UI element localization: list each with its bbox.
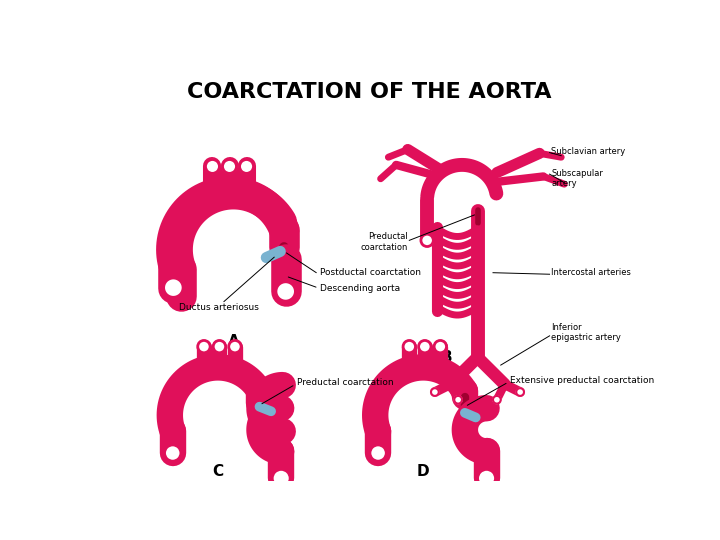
Text: COARCTATION OF THE AORTA: COARCTATION OF THE AORTA (186, 82, 552, 102)
Circle shape (240, 159, 253, 173)
Circle shape (276, 281, 296, 301)
Circle shape (205, 159, 220, 173)
Circle shape (213, 340, 225, 353)
Circle shape (421, 234, 433, 247)
Circle shape (493, 396, 500, 403)
Circle shape (516, 388, 524, 396)
Text: B: B (441, 350, 452, 365)
Circle shape (164, 444, 181, 462)
Text: Preductal
coarctation: Preductal coarctation (361, 232, 408, 252)
Text: C: C (212, 464, 223, 479)
Circle shape (403, 340, 415, 353)
Text: Intercostal arteries: Intercostal arteries (551, 268, 631, 277)
Circle shape (477, 469, 496, 488)
Text: Extensive preductal coarctation: Extensive preductal coarctation (510, 376, 654, 385)
Circle shape (454, 396, 462, 403)
Circle shape (431, 388, 438, 396)
Circle shape (163, 278, 184, 298)
Circle shape (222, 159, 236, 173)
Circle shape (198, 340, 210, 353)
Text: Postductal coarctation: Postductal coarctation (320, 268, 421, 277)
Circle shape (434, 340, 446, 353)
Text: Subclavian artery: Subclavian artery (551, 146, 626, 156)
Circle shape (369, 444, 387, 462)
Circle shape (272, 469, 290, 488)
Text: Descending aorta: Descending aorta (320, 284, 400, 293)
Text: A: A (228, 334, 239, 349)
Text: Preductal coarctation: Preductal coarctation (297, 379, 394, 387)
Circle shape (418, 340, 431, 353)
Text: Subscapular
artery: Subscapular artery (551, 168, 603, 188)
Text: Ductus arteriosus: Ductus arteriosus (179, 303, 259, 312)
Text: Inferior
epigastric artery: Inferior epigastric artery (551, 323, 621, 342)
Circle shape (229, 340, 241, 353)
Text: D: D (417, 464, 430, 479)
